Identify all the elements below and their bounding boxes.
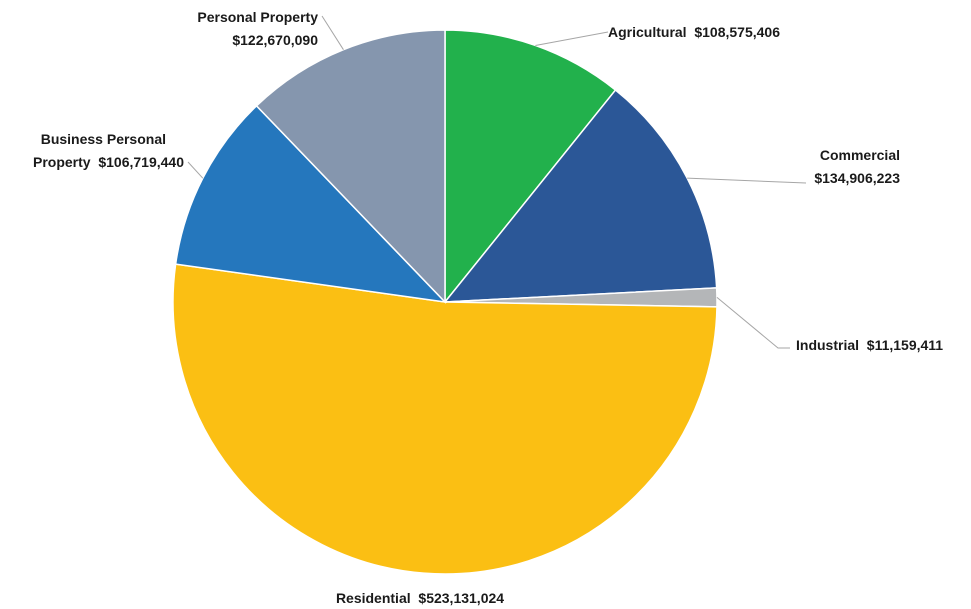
data-label-agricultural: Agricultural $108,575,406 <box>608 24 780 40</box>
data-label-industrial: Industrial $11,159,411 <box>796 337 943 353</box>
data-label-name-business-personal-property: Business Personal <box>41 131 166 147</box>
data-label-residential: Residential $523,131,024 <box>336 590 504 606</box>
data-label-name-personal-property: Personal Property <box>197 9 318 25</box>
pie-slice-agricultural <box>444 29 617 305</box>
data-label-value-business-personal-property: Property $106,719,440 <box>33 154 184 170</box>
data-labels: Agricultural $108,575,406 Commercial $134,… <box>33 9 943 606</box>
leader-line-commercial <box>687 177 807 184</box>
slices <box>172 29 718 575</box>
pie-slice-residential <box>172 263 718 575</box>
data-label-value-commercial: $134,906,223 <box>814 170 900 186</box>
leader-line-personal-property <box>321 15 344 50</box>
leader-line-agricultural <box>535 31 609 46</box>
pie-slice-commercial <box>443 88 718 303</box>
data-label-value-personal-property: $122,670,090 <box>232 32 318 48</box>
leader-lines <box>187 15 807 349</box>
data-label-name-commercial: Commercial <box>820 147 900 163</box>
leader-line-industrial <box>716 296 790 349</box>
leader-line-business-personal-property <box>187 161 204 179</box>
